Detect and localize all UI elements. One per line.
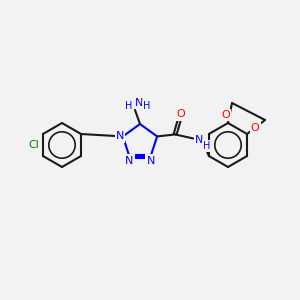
Text: H: H bbox=[125, 101, 133, 111]
Text: N: N bbox=[195, 135, 203, 146]
Text: N: N bbox=[125, 156, 134, 166]
Text: H: H bbox=[143, 101, 151, 111]
Text: Cl: Cl bbox=[28, 140, 39, 150]
Text: N: N bbox=[146, 156, 155, 166]
Text: O: O bbox=[251, 123, 260, 133]
Text: O: O bbox=[222, 110, 230, 120]
Text: O: O bbox=[177, 110, 185, 119]
Text: N: N bbox=[135, 98, 143, 108]
Text: N: N bbox=[116, 131, 124, 141]
Text: H: H bbox=[203, 141, 211, 152]
